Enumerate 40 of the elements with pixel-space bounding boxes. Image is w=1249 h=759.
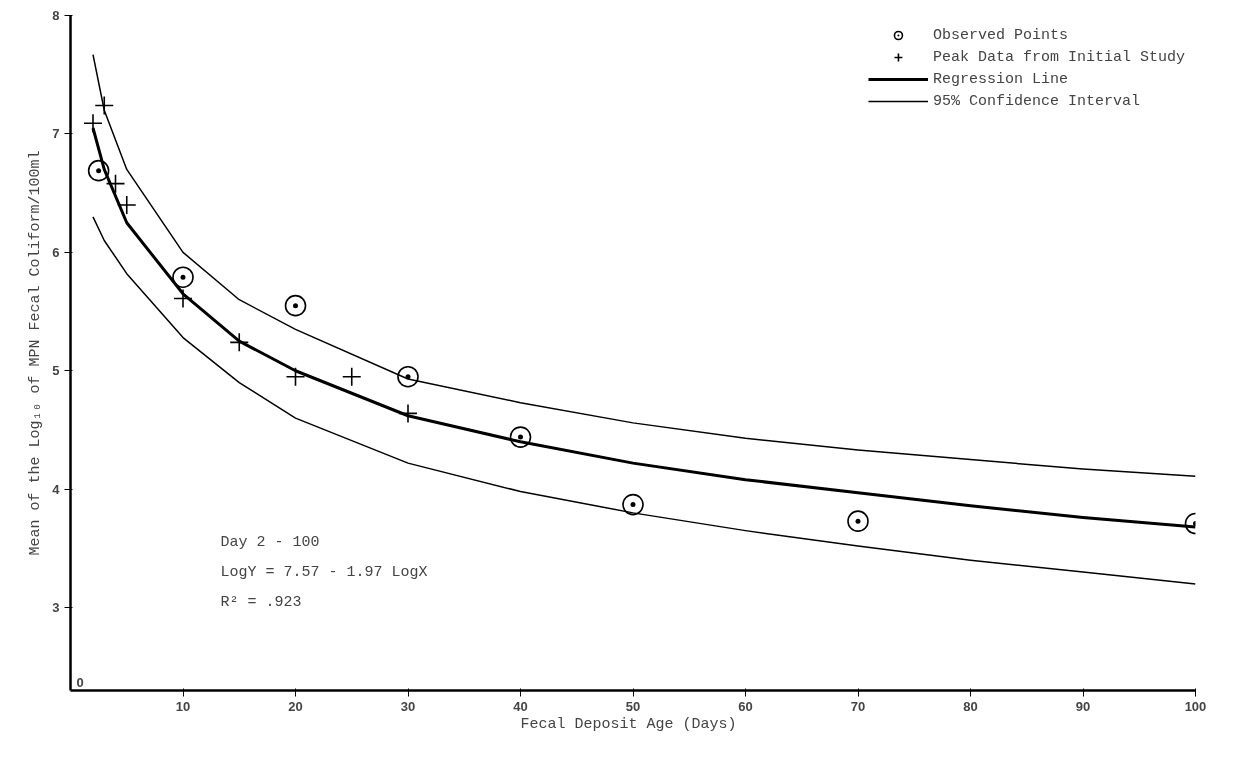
y-tick-label: 6 <box>52 244 60 260</box>
legend-label: Observed Points <box>932 26 1068 44</box>
legend-label: Peak Data from Initial Study <box>932 48 1185 66</box>
annotation: R² = .923 <box>220 593 302 611</box>
line-series <box>92 216 1196 585</box>
point <box>622 493 644 516</box>
point <box>173 288 193 309</box>
legend-label: Regression Line <box>932 70 1068 88</box>
x-tick-label: 50 <box>625 698 641 714</box>
point <box>94 95 115 116</box>
x-tick-label: 100 <box>1184 698 1207 714</box>
annotation: Day 2 - 100 <box>220 533 320 551</box>
x-axis-title: Fecal Deposit Age (Days) <box>520 715 737 733</box>
point <box>397 365 419 388</box>
x-tick-label: 80 <box>963 698 978 714</box>
y-tick-label: 8 <box>52 8 60 23</box>
x-tick-label: 40 <box>513 698 528 714</box>
x-tick-label: 70 <box>850 698 866 714</box>
annotation: 0 <box>76 674 84 690</box>
point <box>229 332 250 353</box>
point <box>285 366 306 387</box>
legend-label: 95% Confidence Interval <box>932 92 1140 110</box>
y-tick-label: 7 <box>52 126 60 142</box>
x-tick-label: 60 <box>738 698 753 714</box>
point <box>847 510 869 532</box>
x-tick-label: 20 <box>288 698 303 714</box>
annotation: LogY = 7.57 - 1.97 LogX <box>220 563 428 581</box>
point <box>172 266 194 288</box>
x-tick-label: 10 <box>175 698 191 714</box>
y-axis-title: Mean of the Log₁₀ of MPN Fecal Coliform/100ml <box>27 150 45 556</box>
point <box>509 426 532 448</box>
point <box>341 366 362 387</box>
x-tick-label: 90 <box>1075 698 1091 714</box>
y-tick-label: 3 <box>52 600 60 616</box>
y-tick-label: 5 <box>52 363 60 379</box>
y-tick-label: 4 <box>52 481 61 497</box>
point <box>284 294 307 317</box>
point <box>87 159 110 182</box>
x-tick-label: 30 <box>400 698 416 714</box>
point <box>105 173 126 194</box>
